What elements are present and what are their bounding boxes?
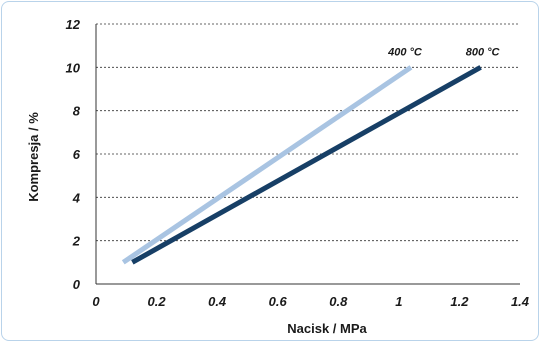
tick-labels: 0 2 4 6 8 10 12 0 0.2 0.4 0.6 0.8 1 1.2 1.4	[66, 17, 530, 309]
y-tick-label: 12	[66, 17, 81, 32]
series-label-1: 800 °C	[466, 46, 501, 58]
x-axis-title: Nacisk / MPa	[287, 321, 367, 336]
y-tick-label: 2	[72, 234, 81, 249]
series-labels: 400 °C 800 °C	[387, 46, 500, 58]
series-lines	[121, 65, 482, 265]
y-tick-label: 4	[72, 190, 81, 205]
y-tick-label: 0	[73, 277, 81, 292]
gridlines	[96, 23, 520, 242]
y-tick-label: 8	[73, 104, 81, 119]
series-line-1	[131, 65, 482, 265]
x-tick-label: 1	[395, 294, 402, 309]
x-tick-label: 0	[92, 294, 100, 309]
series-line-0	[121, 65, 413, 265]
x-tick-label: 0.6	[269, 294, 288, 309]
x-tick-label: 0.8	[329, 294, 348, 309]
y-axis-title: Kompresja / %	[26, 112, 41, 202]
x-tick-label: 1.2	[450, 294, 469, 309]
y-tick-label: 6	[73, 147, 81, 162]
series-label-0: 400 °C	[387, 46, 423, 58]
x-tick-label: 0.4	[208, 294, 227, 309]
y-tick-label: 10	[66, 60, 81, 75]
axes	[95, 24, 520, 285]
x-tick-label: 0.2	[148, 294, 167, 309]
x-tick-label: 1.4	[511, 294, 530, 309]
